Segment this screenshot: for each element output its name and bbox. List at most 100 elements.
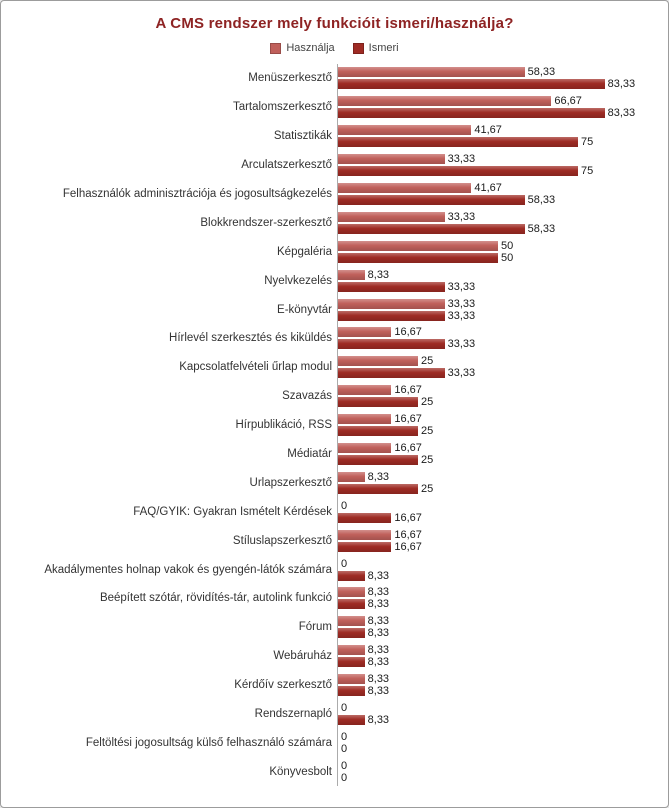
- value-label-ismeri: 8,33: [367, 656, 390, 669]
- bar-group: 8,33 8,33: [337, 641, 658, 671]
- bar-line-hasznalja: 8,33: [338, 587, 658, 598]
- bar-line-ismeri: 8,33: [338, 715, 658, 726]
- plot-area: Menüszerkesztő 58,33 83,33 Tartalomszerkesz…: [7, 64, 662, 803]
- bar-line-hasznalja: 41,67: [338, 183, 658, 194]
- bar-ismeri: [338, 715, 365, 726]
- bar-line-ismeri: 33,33: [338, 368, 658, 379]
- bar-line-ismeri: 8,33: [338, 686, 658, 697]
- value-label-hasznalja: 16,67: [394, 384, 422, 397]
- bar-group: 33,33 33,33: [337, 295, 658, 325]
- bar-hasznalja: [338, 587, 365, 598]
- bar-hasznalja: [338, 356, 418, 367]
- value-label-ismeri: 75: [581, 136, 594, 149]
- value-label-hasznalja: 0: [341, 702, 348, 715]
- value-label-ismeri: 8,33: [367, 627, 390, 640]
- chart-row: Kapcsolatfelvételi űrlap modul 25 33,33: [7, 352, 658, 382]
- category-label: E-könyvtár: [277, 303, 332, 316]
- bar-line-hasznalja: 8,33: [338, 674, 658, 685]
- bar-hasznalja: [338, 183, 472, 193]
- value-label-hasznalja: 8,33: [367, 470, 390, 483]
- value-label-ismeri: 50: [501, 251, 514, 264]
- bar-line-ismeri: 25: [338, 482, 658, 495]
- legend-swatch-ismeri-icon: [352, 42, 364, 54]
- bar-group: 41,67 58,33: [337, 179, 658, 209]
- bar-line-ismeri: 75: [338, 166, 658, 177]
- value-label-hasznalja: 66,67: [554, 95, 582, 108]
- chart-row: Akadálymentes holnap vakok és gyengén-lá…: [7, 555, 658, 585]
- legend-swatch-hasznalja-icon: [270, 42, 282, 54]
- bar-line-hasznalja: 8,33: [338, 269, 658, 280]
- legend-label-ismeri: Ismeri: [368, 42, 399, 54]
- value-label-hasznalja: 33,33: [447, 210, 476, 223]
- value-label-ismeri: 8,33: [367, 598, 390, 611]
- chart-row: Nyelvkezelés 8,33 33,33: [7, 266, 658, 296]
- bar-group: 66,67 83,33: [337, 92, 658, 122]
- bar-group: 16,67 25: [337, 439, 658, 469]
- value-label-hasznalja: 25: [421, 355, 434, 368]
- bar-ismeri: [338, 570, 365, 581]
- value-label-ismeri: 0: [341, 771, 348, 784]
- bar-ismeri: [338, 281, 445, 292]
- chart-row: Rendszernapló 0 8,33: [7, 699, 658, 729]
- bar-hasznalja: [338, 616, 365, 627]
- bar-hasznalja: [338, 240, 498, 251]
- bar-ismeri: [338, 137, 578, 148]
- bar-line-ismeri: 83,33: [338, 108, 658, 119]
- bar-ismeri: [338, 339, 445, 350]
- bar-hasznalja: [338, 385, 392, 396]
- bar-hasznalja: [338, 414, 392, 425]
- value-label-ismeri: 16,67: [394, 511, 422, 524]
- value-label-ismeri: 25: [421, 482, 434, 495]
- category-label: Hírpublikáció, RSS: [235, 419, 332, 432]
- bar-line-ismeri: 33,33: [338, 338, 658, 351]
- bar-ismeri: [338, 79, 605, 90]
- bar-line-hasznalja: 41,67: [338, 125, 658, 136]
- chart-row: Hírlevél szerkesztés és kiküldés 16,67 33,…: [7, 324, 658, 353]
- category-label: Stíluslapszerkesztő: [232, 534, 332, 547]
- bar-line-hasznalja: 0: [338, 557, 658, 570]
- value-label-hasznalja: 0: [341, 557, 348, 570]
- value-label-hasznalja: 0: [341, 759, 348, 772]
- bar-hasznalja: [338, 96, 552, 107]
- bar-line-hasznalja: 50: [338, 240, 658, 251]
- chart-row: Kérdőív szerkesztő 8,33 8,33: [7, 670, 658, 700]
- category-label: Tartalomszerkesztő: [232, 101, 332, 114]
- legend-label-hasznalja: Használja: [286, 42, 335, 54]
- category-label: Statisztikák: [273, 130, 332, 143]
- bar-ismeri: [338, 397, 418, 408]
- bar-line-ismeri: 8,33: [338, 656, 658, 669]
- category-label: Könyvesbolt: [269, 765, 332, 778]
- bar-line-ismeri: 8,33: [338, 627, 658, 640]
- bar-line-hasznalja: 33,33: [338, 154, 658, 165]
- bar-ismeri: [338, 195, 525, 205]
- bar-hasznalja: [338, 645, 365, 656]
- bar-line-ismeri: 33,33: [338, 309, 658, 322]
- value-label-ismeri: 83,33: [607, 78, 636, 91]
- value-label-ismeri: 58,33: [527, 222, 556, 235]
- bar-ismeri: [338, 657, 365, 668]
- bar-group: 0 16,67: [337, 497, 658, 527]
- category-label: Hírlevél szerkesztés és kiküldés: [169, 332, 332, 345]
- value-label-hasznalja: 16,67: [394, 442, 422, 455]
- category-label: Felhasználók adminisztrációja és jogosul…: [62, 188, 332, 200]
- bar-line-hasznalja: 66,67: [338, 95, 658, 108]
- value-label-ismeri: 25: [421, 454, 434, 467]
- bar-hasznalja: [338, 327, 392, 338]
- value-label-hasznalja: 16,67: [394, 413, 422, 426]
- chart-row: Hírpublikáció, RSS 16,67 25: [7, 410, 658, 440]
- bar-line-ismeri: 58,33: [338, 222, 658, 235]
- value-label-hasznalja: 16,67: [394, 326, 422, 339]
- bar-line-hasznalja: 58,33: [338, 67, 658, 78]
- bar-ismeri: [338, 628, 365, 639]
- value-label-ismeri: 33,33: [447, 338, 476, 351]
- bar-ismeri: [338, 599, 365, 610]
- value-label-hasznalja: 0: [341, 730, 348, 743]
- bar-line-hasznalja: 0: [338, 702, 658, 715]
- value-label-ismeri: 33,33: [447, 309, 476, 322]
- bar-hasznalja: [338, 443, 392, 454]
- bar-line-hasznalja: 16,67: [338, 442, 658, 455]
- category-label: Űrlapszerkesztő: [249, 476, 332, 489]
- bar-group: 16,67 25: [337, 410, 658, 440]
